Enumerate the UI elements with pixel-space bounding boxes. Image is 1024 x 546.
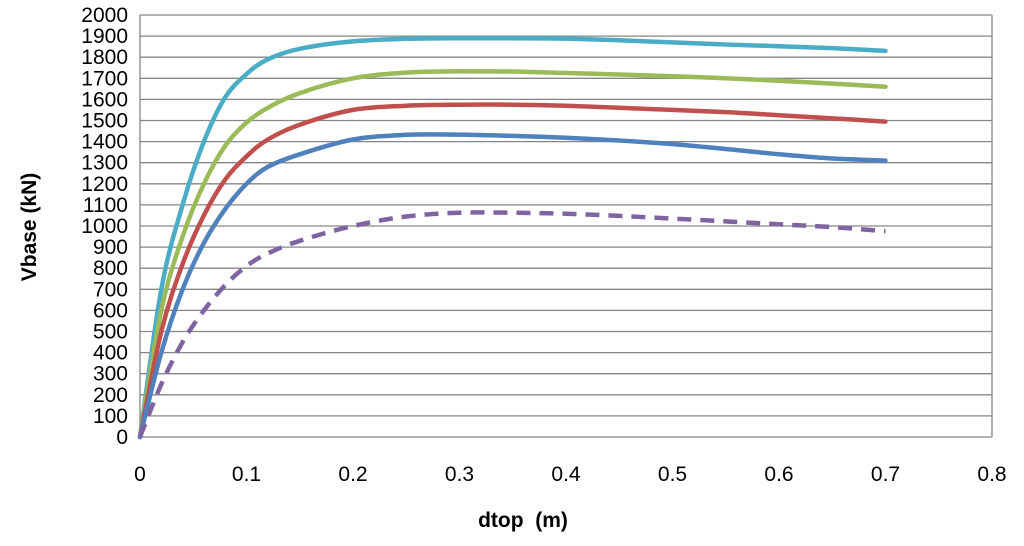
x-axis-ticks: 0 0.1 0.2 0.3 0.4 0.5 0.6 0.7 0.8 — [134, 463, 1006, 486]
x-tick-label-0.3: 0.3 — [445, 463, 474, 486]
y-tick-label-1900: 1900 — [81, 25, 128, 48]
y-tick-label-700: 700 — [93, 278, 128, 301]
series-line-series-red — [137, 102, 888, 440]
y-tick-label-300: 300 — [93, 363, 128, 386]
y-axis-ticks: 0100200300400500600700800900100011001200… — [81, 4, 128, 449]
series-lines — [137, 35, 888, 440]
y-tick-label-900: 900 — [93, 236, 128, 259]
series-line-series-purple-dashed — [137, 210, 886, 438]
y-tick-label-800: 800 — [93, 257, 128, 280]
y-tick-label-2000: 2000 — [81, 4, 128, 27]
y-tick-label-1700: 1700 — [81, 67, 128, 90]
gridlines — [140, 14, 992, 438]
x-tick-label-0.5: 0.5 — [658, 463, 687, 486]
plot-frame — [139, 15, 993, 437]
series-line-series-cyan — [137, 35, 888, 440]
x-tick-label-0.2: 0.2 — [338, 463, 367, 486]
y-tick-label-1200: 1200 — [81, 173, 128, 196]
y-tick-label-1000: 1000 — [81, 215, 128, 238]
x-tick-label-0.6: 0.6 — [764, 463, 793, 486]
y-tick-label-400: 400 — [93, 342, 128, 365]
y-tick-label-1500: 1500 — [81, 110, 128, 133]
y-tick-label-1300: 1300 — [81, 152, 128, 175]
y-tick-label-600: 600 — [93, 299, 128, 322]
x-tick-label-0.1: 0.1 — [232, 463, 261, 486]
y-tick-label-1600: 1600 — [81, 88, 128, 111]
x-tick-label-0: 0 — [134, 463, 146, 486]
x-axis-title: dtop (m) — [478, 509, 568, 532]
y-tick-label-1800: 1800 — [81, 46, 128, 69]
series-line-series-green — [137, 69, 888, 440]
y-tick-label-1100: 1100 — [83, 194, 128, 217]
y-axis-title: Vbase (kN) — [18, 173, 41, 282]
y-tick-label-500: 500 — [93, 321, 128, 344]
series-line-series-blue — [137, 132, 888, 440]
x-tick-label-0.7: 0.7 — [871, 463, 900, 486]
y-tick-label-1400: 1400 — [81, 131, 128, 154]
x-tick-label-0.4: 0.4 — [551, 463, 581, 486]
y-tick-label-100: 100 — [93, 405, 128, 428]
x-tick-label-0.8: 0.8 — [977, 463, 1006, 486]
y-tick-label-0: 0 — [116, 426, 128, 449]
y-tick-label-200: 200 — [93, 384, 128, 407]
